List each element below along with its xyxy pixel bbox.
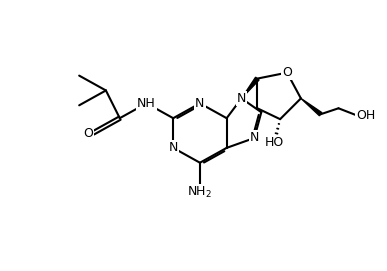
Text: N: N xyxy=(195,97,205,110)
Text: N: N xyxy=(250,131,259,144)
Text: NH: NH xyxy=(137,97,156,110)
Text: N: N xyxy=(168,141,178,154)
Text: N: N xyxy=(237,92,246,105)
Text: O: O xyxy=(282,66,292,79)
Polygon shape xyxy=(241,77,259,98)
Polygon shape xyxy=(301,98,322,116)
Text: O: O xyxy=(83,127,93,140)
Text: HO: HO xyxy=(265,136,284,149)
Text: NH$_2$: NH$_2$ xyxy=(187,185,212,200)
Text: OH: OH xyxy=(356,109,375,122)
